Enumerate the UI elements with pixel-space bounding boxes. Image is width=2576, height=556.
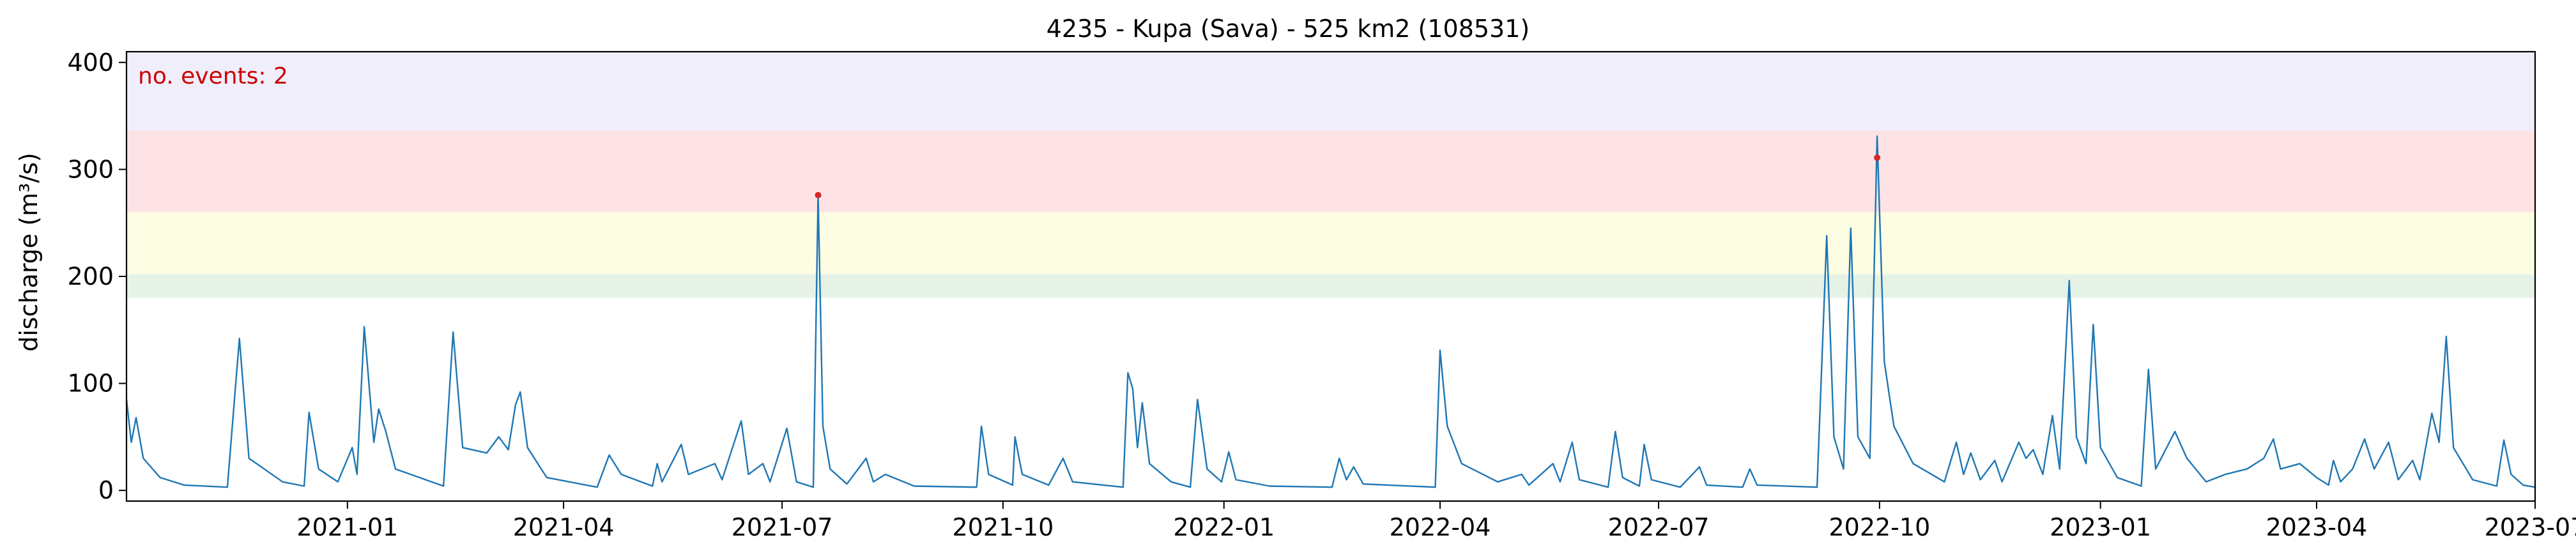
y-axis: 0 100 200 300 400 xyxy=(67,49,126,504)
threshold-band-1 xyxy=(126,212,2535,274)
plot-area xyxy=(125,135,2536,488)
x-tick-label: 2022-01 xyxy=(1173,513,1275,541)
threshold-bands xyxy=(126,52,2535,298)
threshold-band-3 xyxy=(126,52,2535,131)
events-count-annotation: no. events: 2 xyxy=(138,63,288,89)
x-tick-label: 2022-04 xyxy=(1390,513,1491,541)
x-tick-label: 2021-10 xyxy=(953,513,1054,541)
x-axis: 2021-01 2021-04 2021-07 2021-10 2022-01 2022-… xyxy=(296,501,2576,541)
y-tick-label: 100 xyxy=(67,370,114,398)
x-tick-label: 2021-04 xyxy=(513,513,615,541)
plot-frame xyxy=(125,50,2536,502)
event-marker-1 xyxy=(1874,154,1881,161)
x-tick-label: 2023-01 xyxy=(2050,513,2151,541)
y-tick-label: 400 xyxy=(67,49,114,77)
y-axis-label: discharge (m³/s) xyxy=(15,153,43,352)
x-tick-label: 2023-07 xyxy=(2485,513,2576,541)
threshold-band-2 xyxy=(126,131,2535,213)
x-tick-label: 2021-07 xyxy=(732,513,833,541)
chart-title: 4235 - Kupa (Sava) - 525 km2 (108531) xyxy=(1046,15,1529,43)
y-tick-label: 300 xyxy=(67,155,114,183)
x-tick-label: 2022-07 xyxy=(1608,513,1710,541)
x-tick-label: 2022-10 xyxy=(1828,513,1930,541)
event-marker-0 xyxy=(815,192,822,199)
y-tick-label: 200 xyxy=(67,262,114,290)
x-tick-label: 2023-04 xyxy=(2266,513,2368,541)
series-line-0 xyxy=(125,135,2536,488)
y-tick-label: 0 xyxy=(98,476,114,504)
threshold-band-0 xyxy=(126,274,2535,298)
x-tick-label: 2021-01 xyxy=(296,513,398,541)
